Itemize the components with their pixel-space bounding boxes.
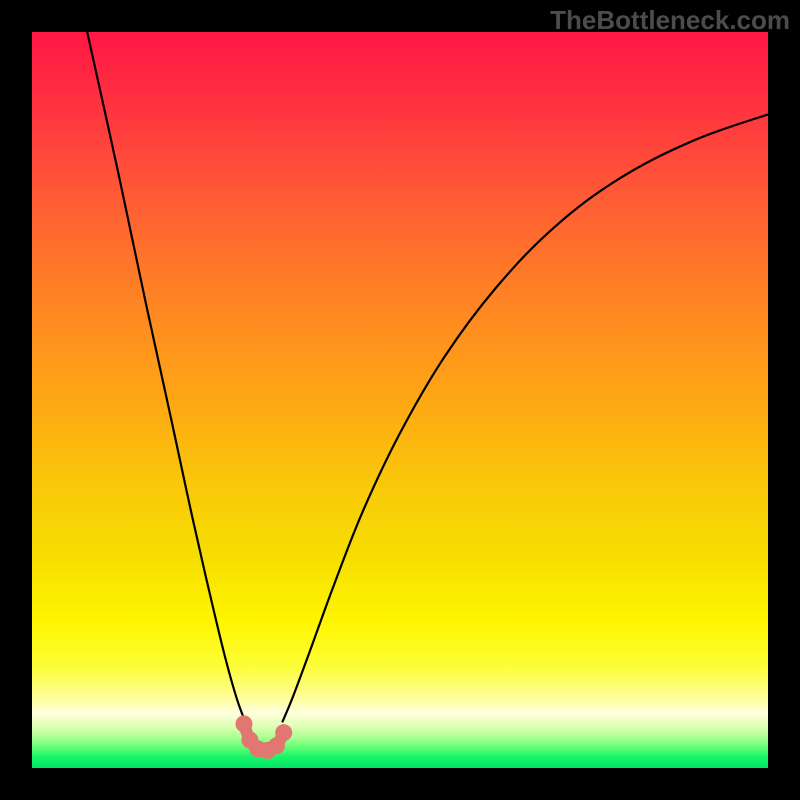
plot-svg <box>32 32 768 768</box>
trough-marker <box>275 724 292 741</box>
gradient-background <box>32 32 768 768</box>
plot-area <box>32 32 768 768</box>
trough-marker <box>235 715 252 732</box>
